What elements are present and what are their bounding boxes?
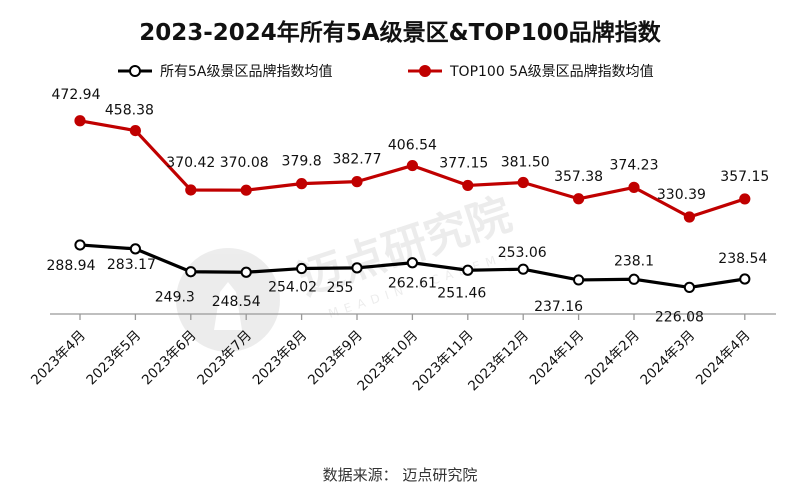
x-tick-label: 2024年1月 [527, 328, 588, 389]
data-label: 357.15 [720, 169, 769, 185]
data-label: 237.16 [534, 299, 583, 315]
data-label: 379.8 [282, 154, 322, 170]
legend: 所有5A级景区品牌指数均值 TOP100 5A级景区品牌指数均值 [118, 63, 654, 80]
chart-title: 2023-2024年所有5A级景区&TOP100品牌指数 [139, 19, 662, 46]
data-point [296, 262, 308, 275]
data-point [462, 264, 474, 276]
legend-item-all5a: 所有5A级景区品牌指数均值 [118, 63, 332, 80]
x-axis-ticks: 2023年4月2023年5月2023年6月2023年7月2023年8月2023年… [28, 314, 754, 394]
data-point [683, 211, 696, 223]
x-tick-label: 2023年6月 [139, 328, 200, 389]
data-label: 381.50 [501, 154, 550, 170]
data-label: 283.17 [107, 257, 156, 273]
legend-marker-top100 [419, 65, 431, 77]
data-point [406, 159, 418, 172]
data-label: 357.38 [554, 169, 603, 185]
data-point [74, 115, 86, 127]
data-label: 377.15 [439, 155, 488, 171]
watermark-logo [176, 248, 280, 352]
legend-label-all5a: 所有5A级景区品牌指数均值 [160, 63, 332, 80]
legend-marker-all5a [129, 65, 141, 77]
data-source: 数据来源： 迈点研究院 [323, 466, 478, 484]
data-point [129, 243, 141, 255]
data-label: 472.94 [52, 87, 101, 103]
legend-label-top100: TOP100 5A级景区品牌指数均值 [449, 63, 654, 80]
data-label: 262.61 [388, 276, 437, 292]
data-point [240, 184, 252, 196]
data-point [296, 178, 308, 190]
data-label: 253.06 [498, 245, 547, 261]
data-point [351, 176, 363, 188]
data-point [573, 274, 585, 286]
data-label: 254.02 [268, 280, 317, 296]
data-point [517, 176, 529, 189]
data-label: 370.08 [220, 155, 269, 171]
data-point [739, 273, 751, 285]
data-label: 458.38 [105, 103, 154, 119]
data-point [462, 179, 474, 192]
data-label: 238.1 [614, 253, 654, 269]
data-point [628, 181, 640, 193]
data-label: 406.54 [388, 138, 437, 154]
data-label: 238.54 [718, 251, 767, 267]
data-point [517, 263, 529, 275]
x-tick-label: 2023年5月 [83, 328, 144, 389]
x-tick-label: 2023年9月 [305, 328, 366, 389]
legend-item-top100: TOP100 5A级景区品牌指数均值 [408, 63, 654, 80]
watermark-logo-tower-icon [214, 282, 242, 330]
data-point [185, 266, 197, 278]
data-point [240, 266, 252, 278]
data-point [351, 262, 363, 274]
data-label: 288.94 [47, 258, 96, 274]
data-point [74, 239, 86, 251]
data-label: 226.08 [655, 309, 704, 325]
data-point [573, 193, 585, 205]
data-label: 251.46 [437, 285, 486, 301]
x-tick-label: 2024年2月 [582, 328, 643, 389]
data-point [683, 281, 696, 293]
data-label: 382.77 [333, 152, 382, 168]
data-point [129, 124, 141, 137]
x-tick-label: 2023年4月 [28, 328, 89, 389]
data-label: 248.54 [212, 294, 261, 310]
x-tick-label: 2024年4月 [693, 328, 754, 389]
data-label: 255 [327, 280, 354, 296]
data-point [628, 273, 640, 285]
data-label: 330.39 [657, 187, 706, 203]
data-label: 249.3 [155, 290, 195, 306]
data-point [185, 184, 197, 196]
data-label: 374.23 [610, 157, 659, 173]
data-point [739, 193, 751, 205]
data-label: 370.42 [166, 155, 215, 171]
x-tick-label: 2024年3月 [637, 328, 698, 389]
data-point [406, 257, 418, 269]
